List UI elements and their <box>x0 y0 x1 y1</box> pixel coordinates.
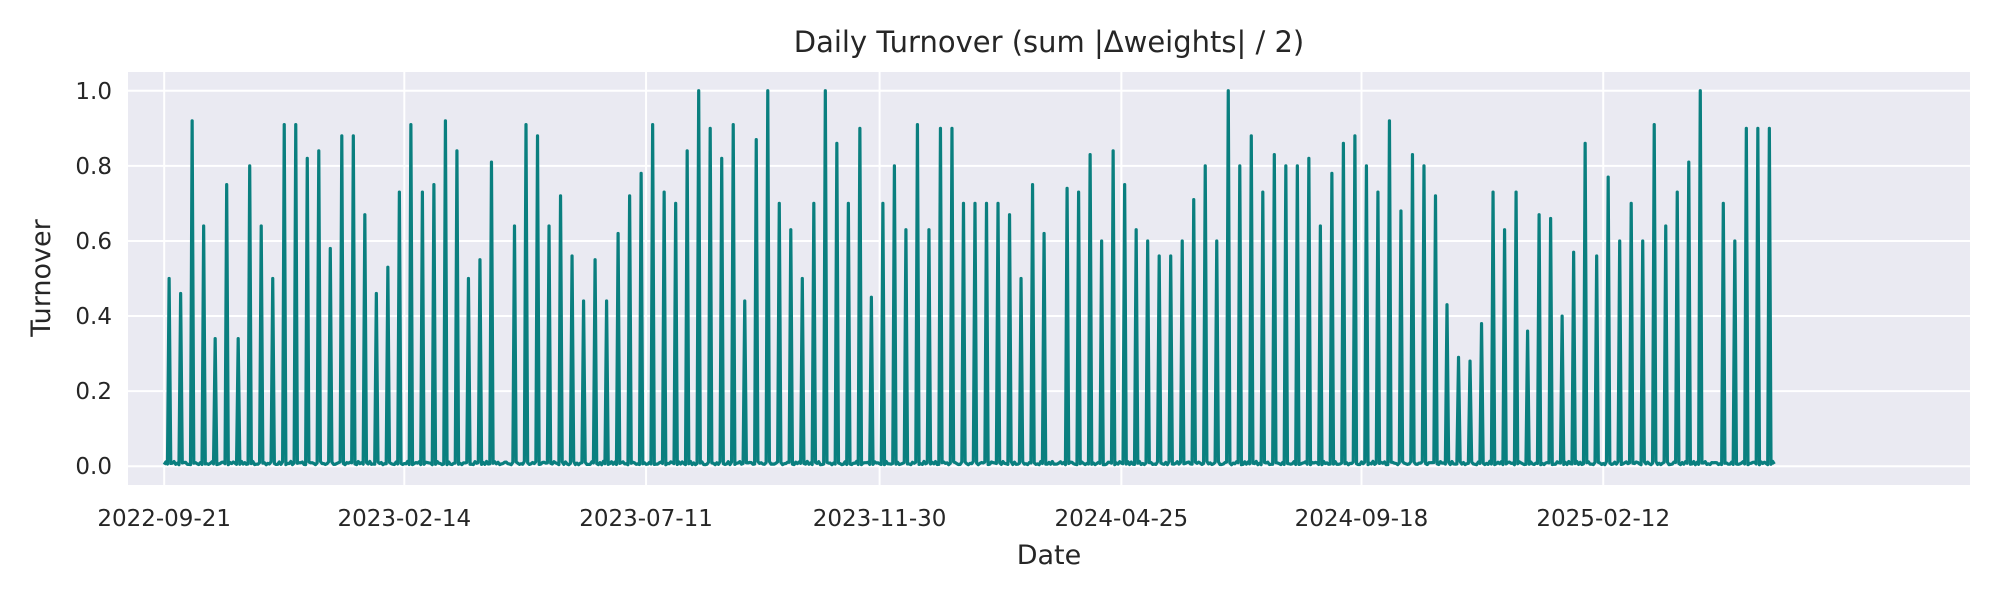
y-tick-label: 0.8 <box>75 154 112 180</box>
series-line-turnover <box>162 89 1776 467</box>
y-tick-label: 0.0 <box>75 454 112 480</box>
y-tick-label: 1.0 <box>75 79 112 105</box>
x-tick-label: 2022-09-21 <box>97 506 231 532</box>
y-tick-label: 0.2 <box>75 379 112 405</box>
x-tick-label: 2023-11-30 <box>813 506 947 532</box>
y-axis-title: Turnover <box>26 218 57 337</box>
chart-title: Daily Turnover (sum |Δweights| / 2) <box>794 25 1304 59</box>
x-tick-label: 2024-09-18 <box>1295 506 1429 532</box>
x-axis-title: Date <box>1017 540 1082 571</box>
x-tick-label: 2023-02-14 <box>337 506 471 532</box>
x-tick-label: 2025-02-12 <box>1536 506 1670 532</box>
x-tick-label: 2023-07-11 <box>579 506 713 532</box>
tick-labels: 0.0 0.2 0.4 0.6 0.8 1.0 2022-09-21 2023-02-14 20… <box>75 79 1670 532</box>
x-tick-label: 2024-04-25 <box>1055 506 1189 532</box>
y-tick-label: 0.6 <box>75 229 112 255</box>
y-tick-label: 0.4 <box>75 304 112 330</box>
